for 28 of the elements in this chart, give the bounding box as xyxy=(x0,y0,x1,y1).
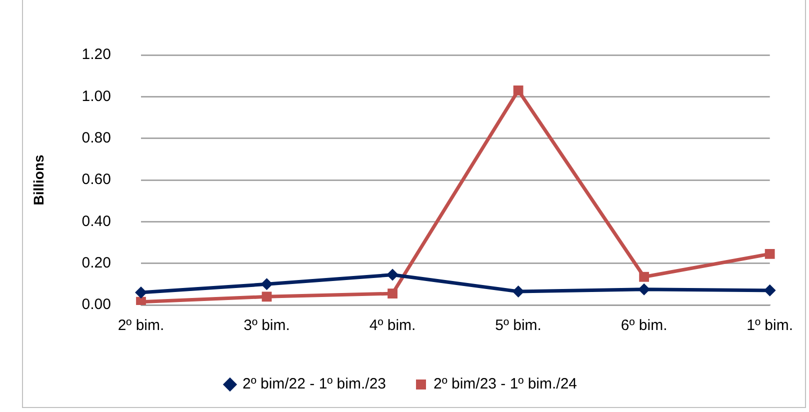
x-tick-label: 1º bim. xyxy=(746,317,793,334)
point xyxy=(512,285,524,298)
point xyxy=(764,284,776,296)
x-tick-label: 4º bim. xyxy=(369,317,416,334)
point xyxy=(513,85,524,96)
x-tick-label: 5º bim. xyxy=(495,317,542,334)
y-tick-label: 0.60 xyxy=(82,171,111,188)
point xyxy=(639,272,650,282)
y-axis-title: Billions xyxy=(30,154,46,206)
y-tick-label: 1.20 xyxy=(82,46,111,64)
y-tick-label: 0.00 xyxy=(82,296,111,314)
y-tick-label: 0.20 xyxy=(82,254,111,272)
x-tick-label: 3º bim. xyxy=(244,317,290,334)
legend-label: 2º bim/23 - 1º bim./24 xyxy=(434,376,578,393)
x-tick-label: 6º bim. xyxy=(620,317,668,334)
point xyxy=(388,288,398,298)
y-tick-label: 0.80 xyxy=(82,129,111,146)
point xyxy=(262,292,272,302)
point xyxy=(136,296,146,305)
legend-label: 2º bim/22 - 1º bim./23 xyxy=(242,376,386,393)
point xyxy=(638,283,650,296)
point xyxy=(260,278,273,290)
point xyxy=(134,286,147,298)
y-tick-label: 0.40 xyxy=(82,212,111,230)
point xyxy=(386,268,399,281)
point xyxy=(764,249,775,259)
x-tick-label: 2º bim. xyxy=(118,317,164,334)
y-tick-label: 1.00 xyxy=(82,88,111,105)
